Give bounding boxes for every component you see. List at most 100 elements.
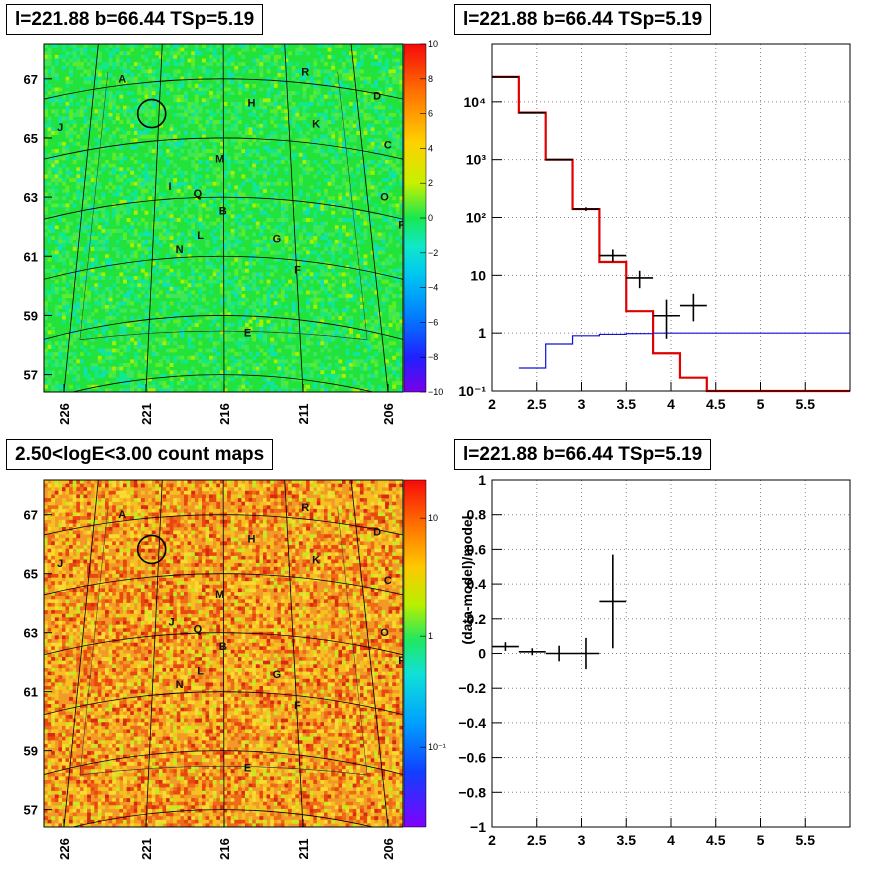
map-cell: [302, 102, 307, 106]
map-cell: [381, 250, 386, 255]
map-cell: [388, 134, 393, 139]
map-cell: [72, 686, 77, 690]
map-cell: [54, 381, 59, 386]
map-cell: [266, 326, 271, 331]
map-cell: [198, 297, 203, 302]
map-cell: [345, 73, 350, 77]
map-cell: [44, 747, 48, 752]
map-cell: [273, 181, 278, 186]
map-cell: [151, 73, 156, 77]
map-cell: [65, 239, 70, 244]
map-cell: [47, 69, 52, 74]
map-cell: [162, 225, 167, 230]
map-cell: [184, 207, 188, 212]
map-cell: [62, 512, 66, 517]
map-cell: [342, 366, 346, 371]
map-cell: [79, 276, 84, 280]
map-cell: [44, 523, 48, 528]
map-cell: [202, 87, 206, 92]
map-cell: [277, 178, 282, 183]
map-cell: [259, 312, 264, 317]
map-cell: [180, 94, 185, 99]
map-cell: [205, 83, 210, 88]
map-cell: [194, 163, 199, 168]
map-cell: [54, 156, 59, 161]
map-cell: [87, 294, 91, 299]
map-cell: [54, 250, 59, 255]
map-cell: [320, 196, 325, 201]
map-cell: [162, 76, 167, 81]
map-cell: [65, 149, 70, 154]
map-cell: [76, 388, 81, 392]
map-cell: [126, 196, 131, 201]
map-cell: [76, 178, 81, 183]
map-cell: [54, 225, 59, 230]
map-cell: [395, 348, 400, 353]
map-cell: [359, 160, 364, 164]
map-cell: [270, 373, 275, 378]
map-cell: [230, 123, 235, 128]
map-cell: [144, 272, 149, 277]
map-cell: [212, 370, 217, 375]
map-cell: [237, 363, 242, 367]
map-cell: [62, 239, 66, 244]
map-cell: [194, 145, 199, 150]
map-cell: [352, 102, 357, 106]
map-cell: [76, 330, 81, 335]
map-cell: [216, 192, 221, 197]
map-cell: [51, 286, 56, 291]
map-cell: [173, 370, 178, 375]
map-cell: [324, 366, 328, 371]
map-cell: [227, 297, 231, 302]
map-cell: [212, 268, 217, 273]
map-cell: [237, 138, 242, 143]
map-cell: [280, 363, 285, 367]
map-cell: [87, 156, 91, 161]
map-cell: [259, 366, 264, 371]
map-cell: [198, 305, 203, 309]
map-cell: [44, 352, 48, 357]
map-cell: [202, 196, 206, 201]
map-cell: [173, 250, 178, 255]
map-cell: [112, 370, 117, 375]
map-cell: [298, 127, 303, 132]
map-cell: [44, 725, 48, 730]
map-cell: [381, 294, 386, 299]
map-cell: [72, 44, 77, 48]
map-cell: [230, 323, 235, 328]
map-cell: [374, 102, 379, 106]
map-cell: [47, 152, 52, 157]
map-cell: [115, 294, 120, 299]
map-cell: [356, 131, 361, 135]
map-cell: [155, 272, 160, 277]
map-cell: [263, 145, 267, 150]
map-cell: [180, 181, 185, 186]
map-cell: [334, 312, 339, 317]
map-cell: [212, 341, 217, 346]
map-cell: [212, 247, 217, 251]
map-cell: [381, 377, 386, 382]
map-cell: [79, 344, 84, 349]
map-cell: [309, 286, 314, 291]
map-cell: [356, 239, 361, 244]
map-cell: [155, 51, 160, 56]
map-cell: [140, 268, 145, 273]
map-cell: [205, 98, 210, 103]
map-cell: [263, 239, 267, 244]
map-cell: [227, 181, 231, 186]
map-cell: [363, 218, 368, 222]
map-cell: [166, 290, 170, 295]
map-cell: [374, 131, 379, 135]
map-cell: [352, 58, 357, 63]
map-cell: [385, 83, 389, 88]
map-cell: [399, 87, 403, 92]
map-cell: [342, 109, 346, 114]
map-cell: [352, 388, 357, 392]
map-cell: [47, 765, 52, 770]
map-cell: [266, 76, 271, 81]
map-cell: [58, 519, 63, 524]
map-cell: [306, 80, 310, 85]
map-cell: [83, 152, 88, 157]
map-cell: [324, 116, 328, 121]
